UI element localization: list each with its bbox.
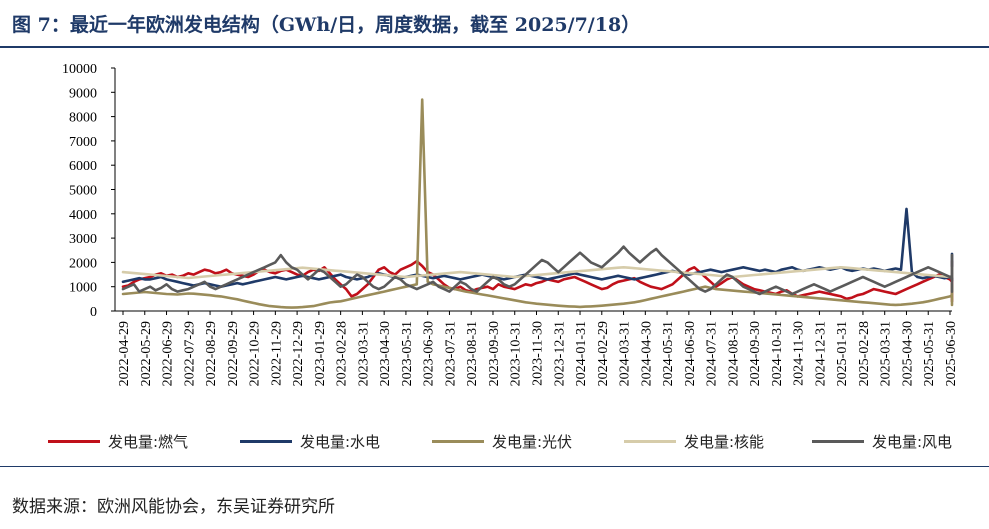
legend-label: 发电量:核能 [684, 432, 765, 451]
x-tick-label: 2023-01-29 [313, 321, 328, 386]
y-tick-label: 7000 [69, 135, 97, 150]
title-bar: 图 7：最近一年欧洲发电结构（GWh/日，周度数据，截至 2025/7/18） [0, 0, 989, 48]
legend-swatch [812, 439, 864, 443]
chart-legend: 发电量:燃气 发电量:水电 发电量:光伏 发电量:核能 发电量:风电 [0, 426, 989, 456]
x-tick-label: 2022-08-29 [204, 321, 219, 386]
legend-label: 发电量:燃气 [108, 432, 189, 451]
x-tick-label: 2022-10-29 [248, 321, 263, 386]
x-tick-label: 2024-07-31 [705, 321, 720, 386]
legend-swatch [432, 439, 484, 443]
y-tick-label: 2000 [69, 256, 97, 271]
y-tick-label: 6000 [69, 159, 97, 174]
chart-title: 图 7：最近一年欧洲发电结构（GWh/日，周度数据，截至 2025/7/18） [12, 14, 641, 36]
x-tick-label: 2025-01-31 [835, 321, 850, 386]
x-tick-label: 2024-06-30 [683, 321, 698, 386]
x-tick-label: 2025-06-30 [944, 321, 959, 386]
x-tick-label: 2024-09-30 [748, 321, 763, 386]
legend-swatch [48, 439, 100, 443]
series-line-5 [121, 245, 954, 296]
x-tick-label: 2024-03-31 [618, 321, 633, 386]
x-tick-label: 2023-03-31 [356, 321, 371, 386]
legend-label: 发电量:水电 [300, 432, 381, 451]
x-tick-label: 2024-01-31 [574, 321, 589, 386]
legend-item-5: 发电量:风电 [812, 426, 952, 456]
x-tick-label: 2022-11-29 [269, 321, 284, 386]
legend-item-4: 发电量:核能 [624, 426, 764, 456]
y-tick-label: 0 [90, 305, 97, 320]
legend-swatch [240, 439, 292, 443]
series-line-3 [121, 98, 954, 309]
x-tick-label: 2023-08-31 [465, 321, 480, 386]
x-tick-label: 2024-11-30 [792, 321, 807, 386]
y-tick-label: 10000 [62, 62, 97, 77]
x-tick-label: 2024-10-31 [770, 321, 785, 386]
line-chart: 0 1000 2000 3000 4000 5000 6000 7000 8000 9000 100… [62, 62, 959, 386]
y-tick-label: 8000 [69, 111, 97, 126]
x-tick-label: 2022-04-29 [117, 321, 132, 386]
x-tick-label: 2023-11-30 [531, 321, 546, 386]
x-tick-label: 2023-09-30 [487, 321, 502, 386]
legend-item-2: 发电量:水电 [240, 426, 380, 456]
x-tick-label: 2023-07-31 [443, 321, 458, 386]
legend-swatch [624, 439, 676, 443]
y-tick-label: 5000 [69, 184, 97, 199]
chart-frame: 0 1000 2000 3000 4000 5000 6000 7000 8000 9000 100… [0, 48, 989, 467]
legend-item-3: 发电量:光伏 [432, 426, 572, 456]
x-tick-label: 2025-05-31 [922, 321, 937, 386]
x-tick-label: 2024-02-29 [596, 321, 611, 386]
x-tick-label: 2025-03-31 [879, 321, 894, 386]
x-tick-label: 2022-05-29 [139, 321, 154, 386]
x-tick-label: 2025-04-30 [900, 321, 915, 386]
x-tick-label: 2024-04-30 [639, 321, 654, 386]
x-tick-label: 2022-06-29 [161, 321, 176, 386]
x-tick-label: 2025-02-28 [857, 321, 872, 386]
x-tick-label: 2023-10-31 [509, 321, 524, 386]
y-tick-label: 9000 [69, 86, 97, 101]
legend-label: 发电量:风电 [872, 432, 953, 451]
y-tick-label: 4000 [69, 208, 97, 223]
x-tick-label: 2023-05-31 [400, 321, 415, 386]
x-tick-label: 2022-12-29 [291, 321, 306, 386]
x-tick-label: 2024-12-31 [813, 321, 828, 386]
x-tick-label: 2022-07-29 [182, 321, 197, 386]
x-tick-label: 2023-12-31 [552, 321, 567, 386]
x-tick-label: 2022-09-29 [226, 321, 241, 386]
legend-item-1: 发电量:燃气 [48, 426, 188, 456]
data-source-note: 数据来源：欧洲风能协会，东吴证券研究所 [12, 497, 335, 517]
x-tick-label: 2024-08-31 [726, 321, 741, 386]
x-tick-label: 2023-02-28 [335, 321, 350, 386]
x-tick-label: 2024-05-31 [661, 321, 676, 386]
y-tick-label: 3000 [69, 232, 97, 247]
y-tick-label: 1000 [69, 281, 97, 296]
x-tick-label: 2023-04-30 [378, 321, 393, 386]
legend-label: 发电量:光伏 [492, 432, 573, 451]
x-tick-label: 2023-06-30 [422, 321, 437, 386]
